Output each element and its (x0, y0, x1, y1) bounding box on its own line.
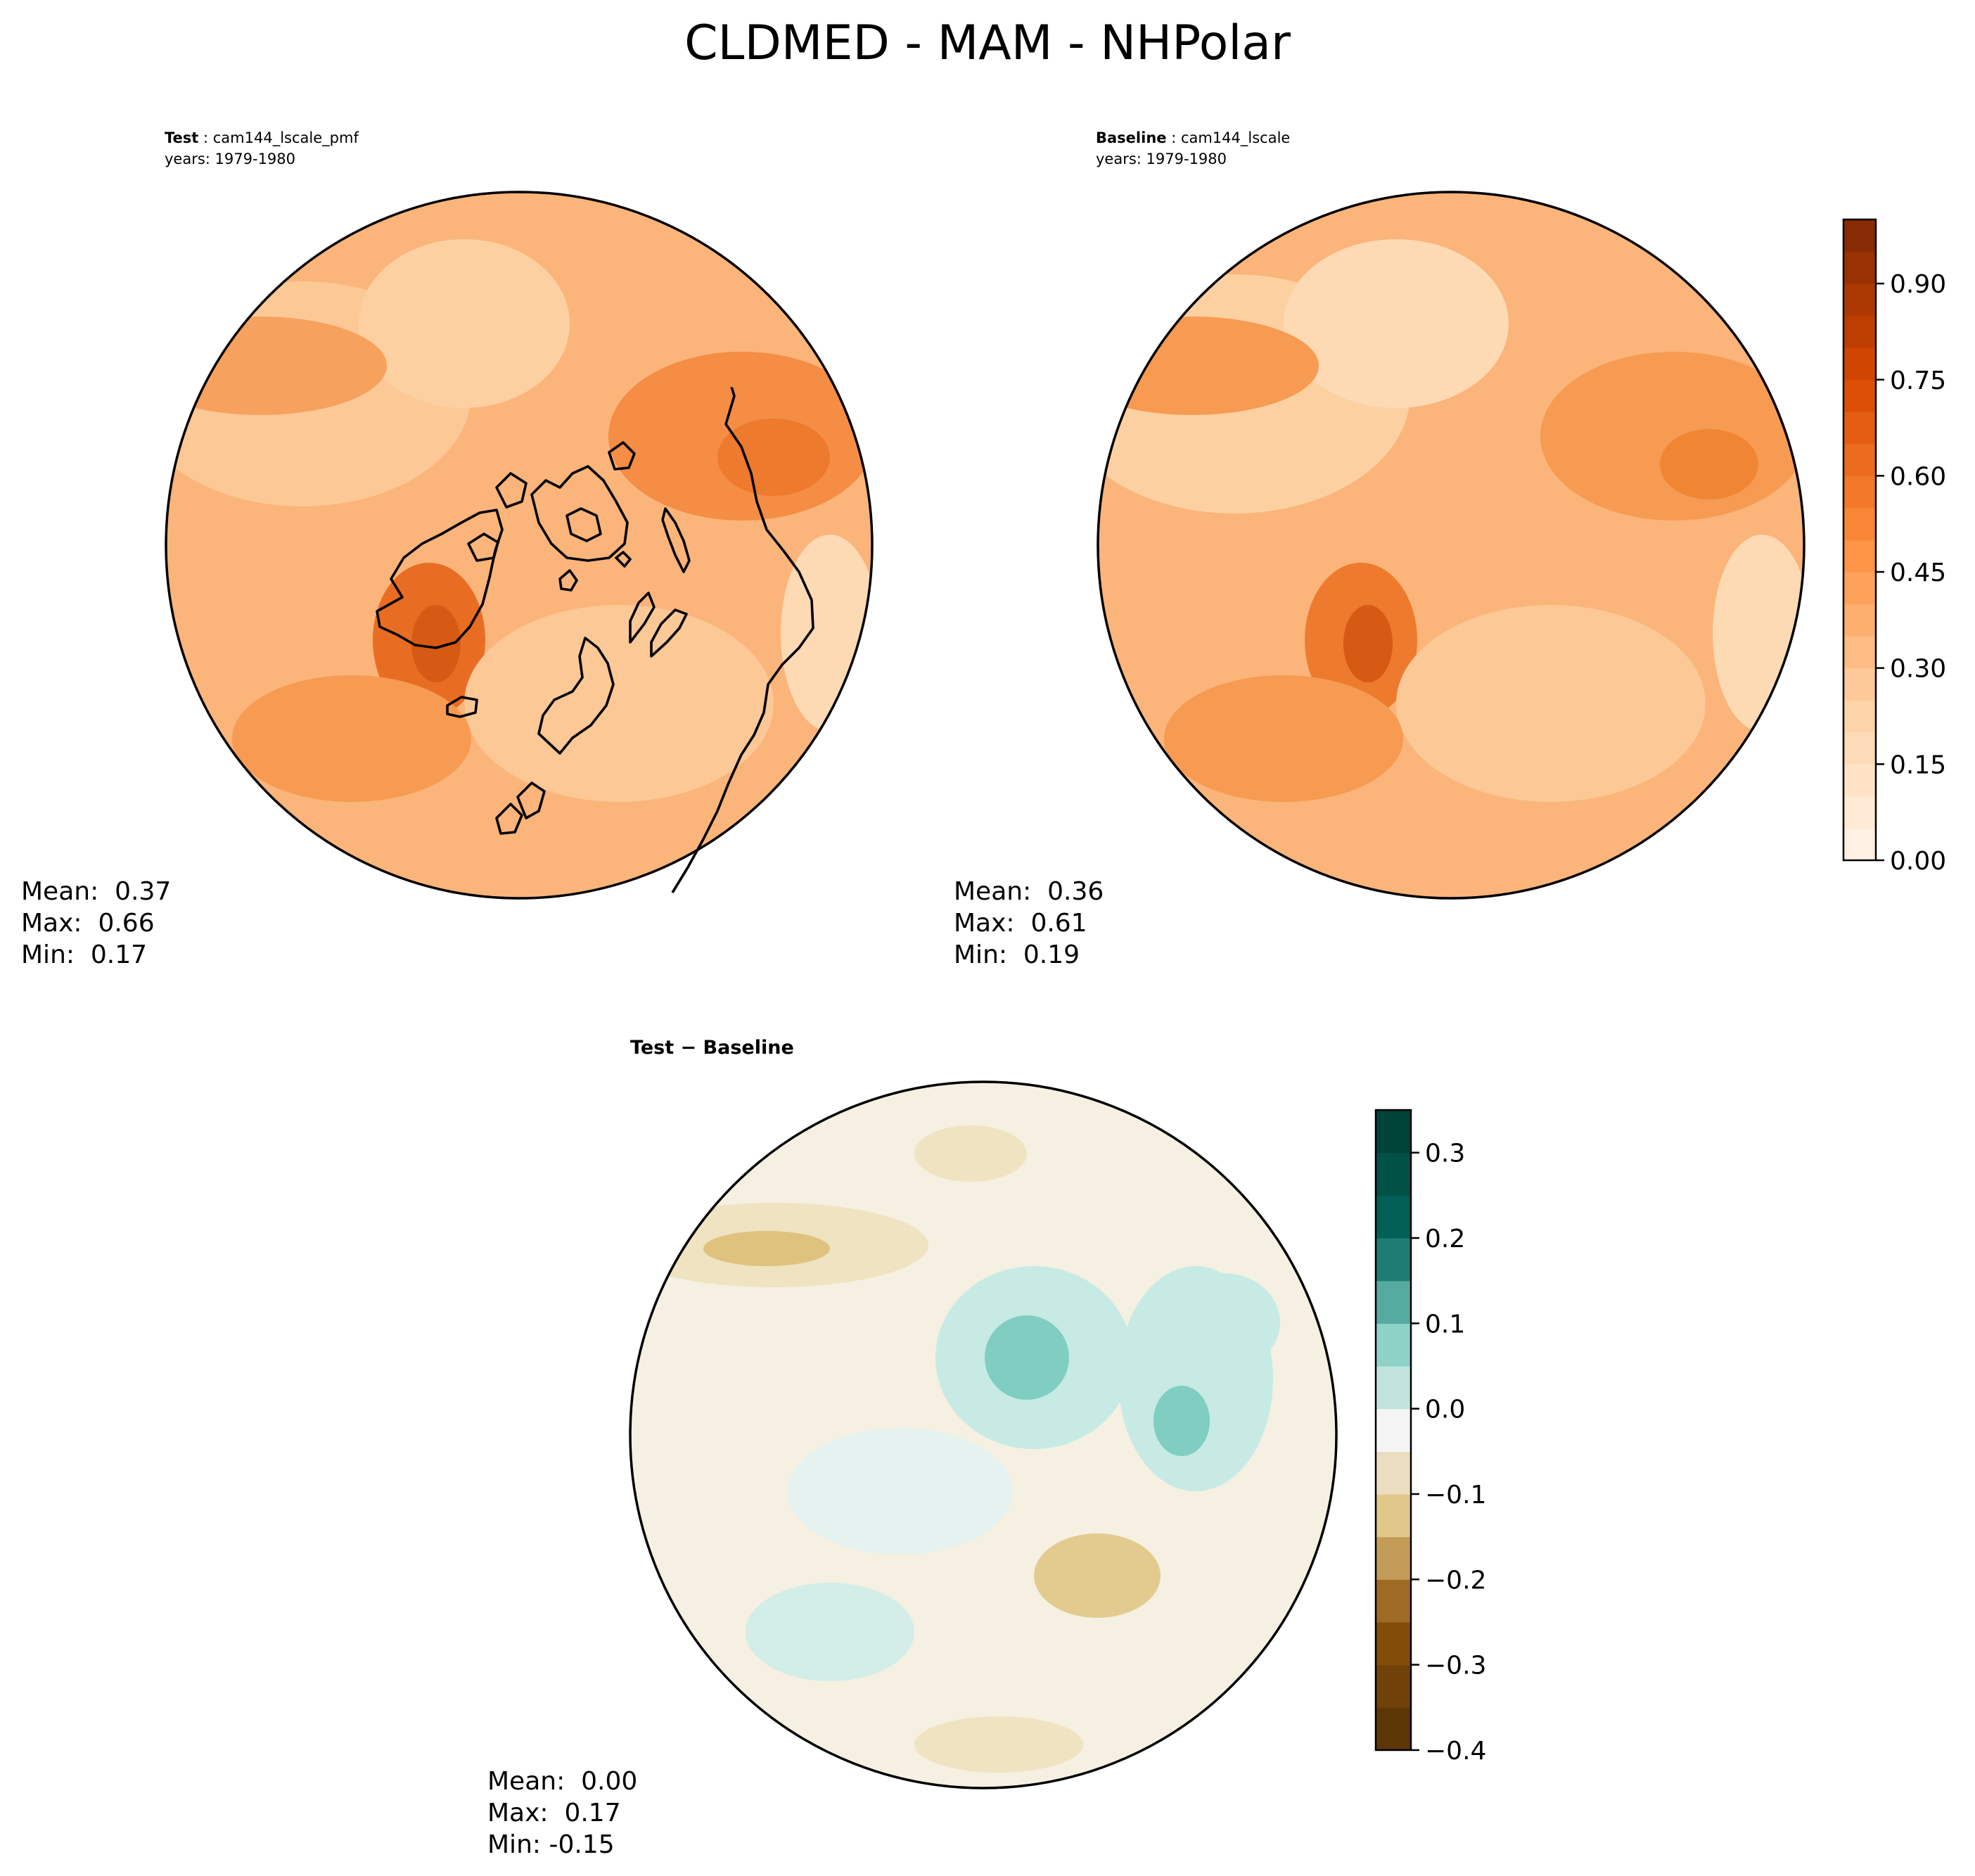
diff-colorbar-level-3 (1376, 1579, 1411, 1623)
diff-colorbar-frame (1374, 1109, 1412, 1751)
test-panel-title: Test : cam144_lscale_pmf years: 1979-198… (165, 127, 359, 170)
diff-colorbar-tick-label-2: −0.2 (1425, 1566, 1486, 1595)
orange-colorbar-level-7 (1843, 604, 1876, 637)
orange-colorbar-level-18 (1843, 251, 1876, 284)
diff-colorbar-level-4 (1376, 1536, 1411, 1580)
diff-colorbar-level-9 (1376, 1323, 1411, 1367)
baseline-label: Baseline (1096, 129, 1167, 146)
test-stats: Mean: 0.37 Max: 0.66 Min: 0.17 (21, 876, 171, 971)
diff-colorbar-tick-label-1: −0.3 (1425, 1652, 1486, 1680)
orange-colorbar-level-3 (1843, 732, 1876, 765)
diff-map-boundary (629, 1080, 1338, 1789)
orange-colorbar-level-1 (1843, 796, 1876, 829)
diff-colorbar-tick-label-4: 0.0 (1425, 1396, 1465, 1424)
orange-colorbar-level-12 (1843, 443, 1876, 476)
diff-panel-title: Test − Baseline (630, 1037, 794, 1059)
colorbar-orange: 0.00 0.15 0.30 0.45 0.60 0.75 0.90 (1842, 218, 1946, 876)
diff-min: Min: -0.15 (487, 1830, 615, 1859)
test-years: years: 1979-1980 (165, 151, 296, 167)
baseline-max: Max: 0.61 (954, 909, 1087, 938)
diff-colorbar-level-11 (1376, 1238, 1411, 1282)
orange-colorbar-level-14 (1843, 379, 1876, 412)
diff-stats: Mean: 0.00 Max: 0.17 Min: -0.15 (487, 1766, 637, 1861)
test-field (166, 192, 872, 898)
orange-colorbar-frame (1842, 218, 1877, 862)
diff-colorbar-tick-label-0: −0.4 (1425, 1737, 1486, 1766)
test-mean: Mean: 0.37 (21, 877, 172, 906)
orange-colorbar-tick-label-2: 0.30 (1890, 655, 1946, 684)
orange-colorbar-tick-label-4: 0.60 (1890, 462, 1946, 491)
orange-colorbar-tick-label-3: 0.45 (1890, 559, 1946, 587)
diff-colorbar-level-8 (1376, 1366, 1411, 1410)
baseline-case-name: cam144_lscale (1180, 129, 1291, 146)
diff-colorbar-level-2 (1376, 1622, 1411, 1666)
baseline-stats: Mean: 0.36 Max: 0.61 Min: 0.19 (954, 876, 1104, 971)
orange-colorbar-level-9 (1843, 540, 1876, 573)
test-map-boundary (165, 191, 874, 900)
orange-colorbar-tick-label-1: 0.15 (1890, 751, 1946, 779)
orange-colorbar-level-16 (1843, 315, 1876, 348)
orange-colorbar-tick-label-6: 0.90 (1890, 270, 1946, 299)
diff-colorbar-tick-label-3: −0.1 (1425, 1481, 1486, 1510)
orange-colorbar-level-19 (1843, 219, 1876, 253)
diff-max: Max: 0.17 (487, 1799, 621, 1827)
baseline-map-boundary (1097, 191, 1805, 900)
orange-colorbar-level-13 (1843, 411, 1876, 445)
diff-colorbar-tick-label-7: 0.3 (1425, 1140, 1465, 1168)
diff-colorbar-level-10 (1376, 1280, 1411, 1324)
diff-colorbar-level-13 (1376, 1152, 1411, 1196)
orange-colorbar-tick-label-0: 0.00 (1890, 847, 1946, 876)
baseline-panel-title: Baseline : cam144_lscale years: 1979-198… (1096, 127, 1290, 170)
orange-colorbar-level-6 (1843, 636, 1876, 669)
orange-colorbar-level-15 (1843, 347, 1876, 381)
orange-colorbar-level-2 (1843, 764, 1876, 797)
test-colon: : (198, 129, 213, 146)
diff-colorbar-level-14 (1376, 1110, 1411, 1154)
diff-map (629, 1080, 1338, 1789)
baseline-map (1097, 191, 1805, 900)
main-title: CLDMED - MAM - NHPolar (684, 15, 1291, 71)
diff-field (630, 1082, 1336, 1788)
baseline-min: Min: 0.19 (954, 940, 1080, 969)
baseline-mean: Mean: 0.36 (954, 877, 1104, 906)
diff-colorbar-level-6 (1376, 1451, 1411, 1495)
diff-colorbar-level-5 (1376, 1494, 1411, 1538)
colorbar-diff: −0.4 −0.3 −0.2 −0.1 0.0 0.1 0.2 0.3 (1374, 1109, 1486, 1766)
diff-colorbar-tick-label-5: 0.1 (1425, 1310, 1465, 1339)
orange-colorbar-tick-label-5: 0.75 (1890, 366, 1946, 395)
diff-colorbar-level-7 (1376, 1408, 1411, 1452)
diff-mean: Mean: 0.00 (487, 1767, 638, 1796)
baseline-colon: : (1166, 129, 1181, 146)
orange-colorbar-level-8 (1843, 572, 1876, 605)
baseline-years: years: 1979-1980 (1096, 151, 1227, 167)
test-map (165, 191, 874, 900)
test-label: Test (165, 129, 199, 146)
test-case-name: cam144_lscale_pmf (212, 129, 359, 146)
orange-colorbar-level-10 (1843, 507, 1876, 541)
diff-colorbar-level-1 (1376, 1664, 1411, 1708)
test-min: Min: 0.17 (21, 940, 148, 969)
diff-colorbar-tick-label-6: 0.2 (1425, 1225, 1465, 1253)
orange-colorbar-level-5 (1843, 668, 1876, 701)
orange-colorbar-level-4 (1843, 700, 1876, 733)
diff-colorbar-level-0 (1376, 1707, 1411, 1751)
orange-colorbar-level-0 (1843, 828, 1876, 861)
baseline-field (1098, 192, 1804, 898)
orange-colorbar-level-17 (1843, 283, 1876, 317)
orange-colorbar-level-11 (1843, 476, 1876, 509)
diff-colorbar-level-12 (1376, 1195, 1411, 1239)
test-max: Max: 0.66 (21, 909, 155, 938)
